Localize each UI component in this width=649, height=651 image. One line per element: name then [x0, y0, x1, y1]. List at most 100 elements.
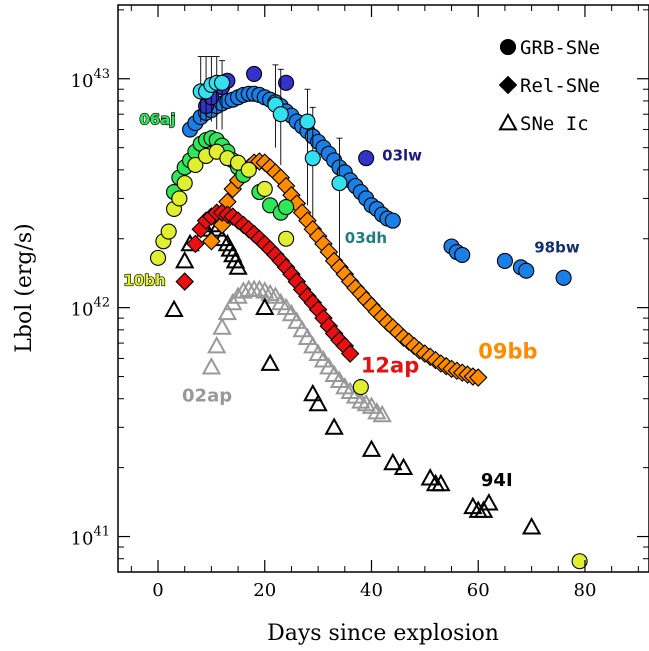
- data-point: [340, 344, 360, 363]
- data-point: [299, 113, 316, 130]
- data-point: [278, 74, 295, 91]
- data-point: [281, 303, 302, 322]
- series-02ap: [201, 279, 392, 423]
- data-point: [187, 156, 204, 174]
- annotation-03lw: 03lw: [382, 146, 422, 164]
- data-point: [292, 319, 312, 338]
- legend: GRB-SNe Rel-SNe SNe Ic: [498, 37, 600, 135]
- legend-marker-circle: [499, 38, 517, 56]
- data-point: [308, 393, 328, 412]
- legend-label: SNe Ic: [520, 113, 589, 135]
- data-point: [186, 234, 205, 254]
- series-10bh: [149, 143, 588, 570]
- data-point: [287, 311, 307, 329]
- plot-area: [149, 56, 588, 570]
- data-point: [324, 417, 344, 435]
- y-tick-label: 1042: [71, 296, 110, 321]
- data-point: [256, 180, 273, 198]
- data-point: [571, 553, 588, 570]
- data-point: [160, 223, 177, 240]
- data-point: [228, 257, 248, 275]
- data-point: [361, 439, 382, 457]
- y-tick-label: 1043: [71, 67, 110, 92]
- annotation-10bh: 10bh: [123, 271, 165, 289]
- data-point: [233, 281, 254, 299]
- data-point: [468, 368, 488, 387]
- data-point: [384, 212, 401, 229]
- data-point: [331, 175, 348, 192]
- annotation-03dh: 03dh: [345, 229, 387, 247]
- series-98bw: [181, 85, 572, 286]
- data-point: [240, 161, 257, 178]
- data-point: [260, 283, 280, 302]
- data-point: [555, 269, 572, 286]
- data-point: [303, 383, 323, 402]
- annotation-09bb: 09bb: [478, 339, 537, 363]
- annotation-06aj: 06aj: [139, 111, 175, 129]
- x-tick-label: 40: [360, 580, 383, 601]
- legend-label: GRB-SNe: [520, 37, 600, 59]
- series-12ap: [175, 203, 360, 363]
- legend-label: Rel-SNe: [520, 75, 600, 97]
- legend-marker-diamond: [498, 75, 518, 95]
- data-point: [393, 457, 414, 476]
- data-point: [383, 452, 403, 471]
- data-point: [201, 357, 222, 375]
- data-point: [518, 262, 535, 279]
- annotation-02ap: 02ap: [182, 385, 232, 406]
- data-point: [249, 279, 270, 297]
- plot-frame: [117, 4, 649, 573]
- annotation-12ap: 12ap: [361, 354, 419, 378]
- data-point: [496, 252, 513, 269]
- data-point: [278, 199, 295, 216]
- x-tick-label: 20: [253, 580, 276, 601]
- data-point: [356, 393, 376, 412]
- data-point: [175, 272, 194, 291]
- data-point: [304, 150, 321, 167]
- data-point: [212, 317, 232, 335]
- series-03dh: [192, 56, 348, 268]
- y-tick-base: 10: [71, 300, 94, 321]
- data-point: [164, 299, 184, 318]
- data-point: [171, 190, 188, 207]
- x-tick-label: 0: [152, 580, 163, 601]
- data-point: [272, 106, 289, 123]
- x-tick-label: 80: [574, 580, 597, 601]
- data-point: [352, 378, 369, 396]
- data-point: [297, 327, 318, 345]
- y-axis-label: Lbol (erg/s): [12, 223, 37, 352]
- y-tick-exponent: 41: [93, 525, 110, 540]
- x-tick-label: 60: [467, 580, 490, 601]
- y-tick-base: 10: [71, 529, 94, 550]
- annotation-98bw: 98bw: [534, 239, 580, 257]
- data-point: [431, 473, 451, 492]
- data-point: [372, 404, 392, 423]
- y-tick-base: 10: [71, 71, 94, 92]
- y-tick-exponent: 43: [93, 67, 110, 82]
- data-point: [149, 249, 167, 266]
- data-point: [217, 302, 238, 321]
- data-point: [351, 391, 371, 409]
- data-point: [319, 357, 339, 375]
- data-point: [255, 297, 275, 316]
- data-point: [175, 250, 195, 269]
- data-point: [479, 493, 499, 511]
- data-point: [246, 65, 263, 82]
- x-axis-label: Days since explosion: [267, 621, 499, 646]
- data-point: [278, 230, 295, 247]
- data-point: [358, 150, 375, 167]
- y-tick-exponent: 42: [93, 296, 110, 311]
- data-point: [303, 335, 323, 354]
- data-point: [454, 246, 471, 263]
- annotation-94i: 94I: [481, 470, 513, 491]
- data-point: [176, 175, 193, 192]
- data-point: [260, 353, 280, 371]
- legend-marker-triangle: [498, 112, 518, 131]
- annotations: 03lw 06aj 03dh 98bw 10bh 09bb 12ap 02ap 94I: [123, 110, 580, 491]
- data-point: [207, 335, 227, 354]
- y-tick-label: 1041: [71, 525, 110, 550]
- data-point: [521, 517, 542, 535]
- data-point: [313, 350, 334, 368]
